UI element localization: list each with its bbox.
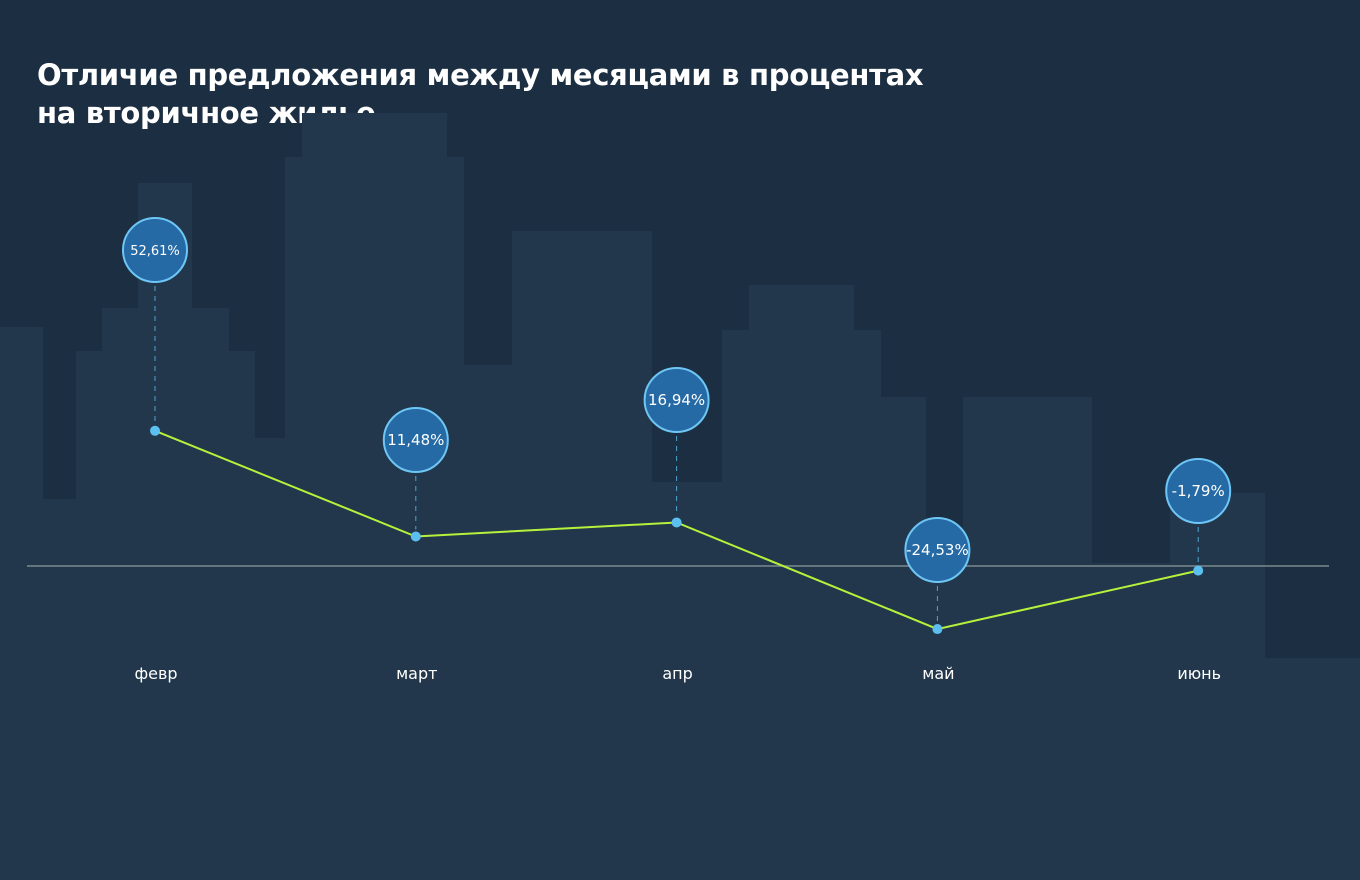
data-label-bubble: 11,48% bbox=[382, 407, 449, 473]
bubble-circle bbox=[904, 517, 971, 583]
building-shape bbox=[881, 397, 926, 880]
building-shape bbox=[1170, 493, 1265, 880]
x-tick-label: апр bbox=[662, 664, 692, 683]
building-shape bbox=[255, 438, 285, 880]
city-skyline-background bbox=[0, 113, 1360, 880]
x-tick-label: февр bbox=[134, 664, 177, 683]
data-point bbox=[1193, 565, 1204, 576]
chart-title-line-1: Отличие предложения между месяцами в про… bbox=[37, 58, 924, 92]
data-label-bubble: -24,53% bbox=[904, 517, 971, 583]
bubble-circle bbox=[122, 217, 188, 283]
building-shape bbox=[192, 308, 229, 880]
bubble-circle bbox=[643, 367, 710, 433]
x-tick-label: июнь bbox=[1177, 664, 1221, 683]
leader-lines bbox=[154, 286, 1199, 623]
data-label: 11,48% bbox=[387, 431, 444, 449]
data-label-bubble: 16,94% bbox=[643, 367, 710, 433]
data-point bbox=[671, 517, 682, 528]
data-label: 16,94% bbox=[648, 391, 705, 409]
building-shape bbox=[512, 231, 652, 880]
building-shape bbox=[722, 330, 749, 880]
building-shape bbox=[652, 482, 722, 880]
x-tick-label: март bbox=[396, 664, 437, 683]
building-shape bbox=[749, 285, 854, 880]
data-point bbox=[932, 624, 943, 635]
building-shape bbox=[102, 308, 138, 880]
building-shape bbox=[43, 499, 76, 880]
building-shape bbox=[0, 327, 43, 880]
data-label-bubble: 52,61% bbox=[122, 217, 188, 283]
data-label: -1,79% bbox=[1172, 482, 1225, 500]
bubble-circle bbox=[1165, 458, 1232, 524]
building-shape bbox=[285, 157, 302, 880]
data-point bbox=[150, 425, 160, 436]
building-shape bbox=[229, 351, 255, 880]
data-points bbox=[150, 425, 1204, 635]
building-shape bbox=[1265, 658, 1360, 880]
bubble-circle bbox=[382, 407, 449, 473]
building-shape bbox=[464, 365, 512, 880]
building-shape bbox=[138, 183, 192, 880]
data-point bbox=[410, 531, 421, 542]
data-label-bubble: -1,79% bbox=[1165, 458, 1232, 524]
data-label-bubbles: 52,61% 11,48% 16,94% -24,53% -1,79% bbox=[122, 217, 1232, 583]
building-shape bbox=[963, 397, 1092, 880]
building-shape bbox=[76, 351, 102, 880]
building-shape bbox=[447, 157, 464, 880]
x-axis-labels: февр март апр май июнь bbox=[134, 664, 1221, 683]
data-label: 52,61% bbox=[130, 244, 180, 259]
data-label: -24,53% bbox=[906, 541, 969, 559]
building-shape bbox=[926, 560, 963, 880]
building-shape bbox=[1092, 563, 1170, 880]
building-shape bbox=[302, 113, 447, 880]
x-tick-label: май bbox=[922, 664, 954, 683]
